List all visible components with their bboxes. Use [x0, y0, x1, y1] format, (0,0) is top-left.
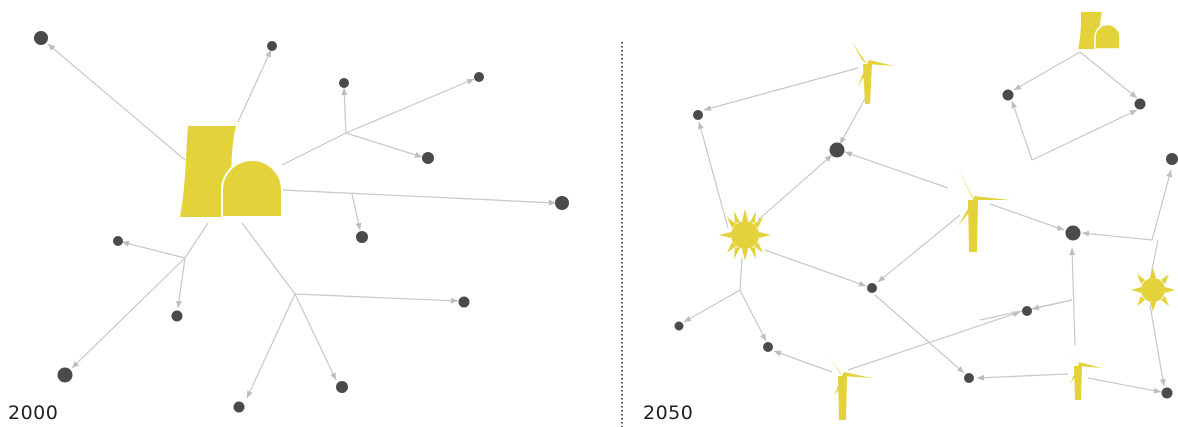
consumer-node: [336, 381, 348, 393]
consumer-node: [964, 373, 974, 383]
consumer-node: [1002, 89, 1014, 101]
consumer-node: [555, 196, 569, 210]
left-network-nodes: [34, 31, 569, 413]
consumer-node: [267, 41, 277, 51]
consumer-node: [1161, 387, 1173, 399]
wind-turbine-icon: [828, 356, 872, 420]
consumer-node: [422, 152, 434, 164]
consumer-node: [1065, 225, 1081, 241]
wind-turbine-icon: [852, 42, 894, 104]
consumer-node: [57, 367, 73, 383]
consumer-node: [1134, 98, 1146, 110]
consumer-node: [1022, 306, 1032, 316]
consumer-node: [113, 236, 123, 246]
consumer-node: [829, 142, 845, 158]
consumer-node: [763, 342, 773, 352]
consumer-node: [233, 401, 245, 413]
year-label-2000: 2000: [8, 402, 59, 424]
consumer-node: [458, 296, 470, 308]
consumer-node: [356, 231, 368, 243]
consumer-node: [693, 110, 703, 120]
sun-icon: [719, 209, 771, 261]
consumer-node: [867, 283, 877, 293]
sun-icon: [1131, 268, 1175, 312]
right-network-nodes: [674, 89, 1178, 399]
consumer-node: [34, 31, 48, 45]
consumer-node: [339, 78, 349, 88]
year-label-2050: 2050: [643, 402, 694, 424]
consumer-node: [474, 72, 484, 82]
consumer-node: [171, 310, 183, 322]
consumer-node: [1166, 153, 1178, 165]
consumer-node: [674, 321, 684, 331]
wind-turbine-icon: [1068, 348, 1102, 400]
left-network-edges: [47, 43, 557, 399]
wind-turbine-icon: [958, 168, 1010, 252]
power-plant-icon: [1078, 12, 1121, 50]
power-plant-icon: [180, 126, 283, 218]
